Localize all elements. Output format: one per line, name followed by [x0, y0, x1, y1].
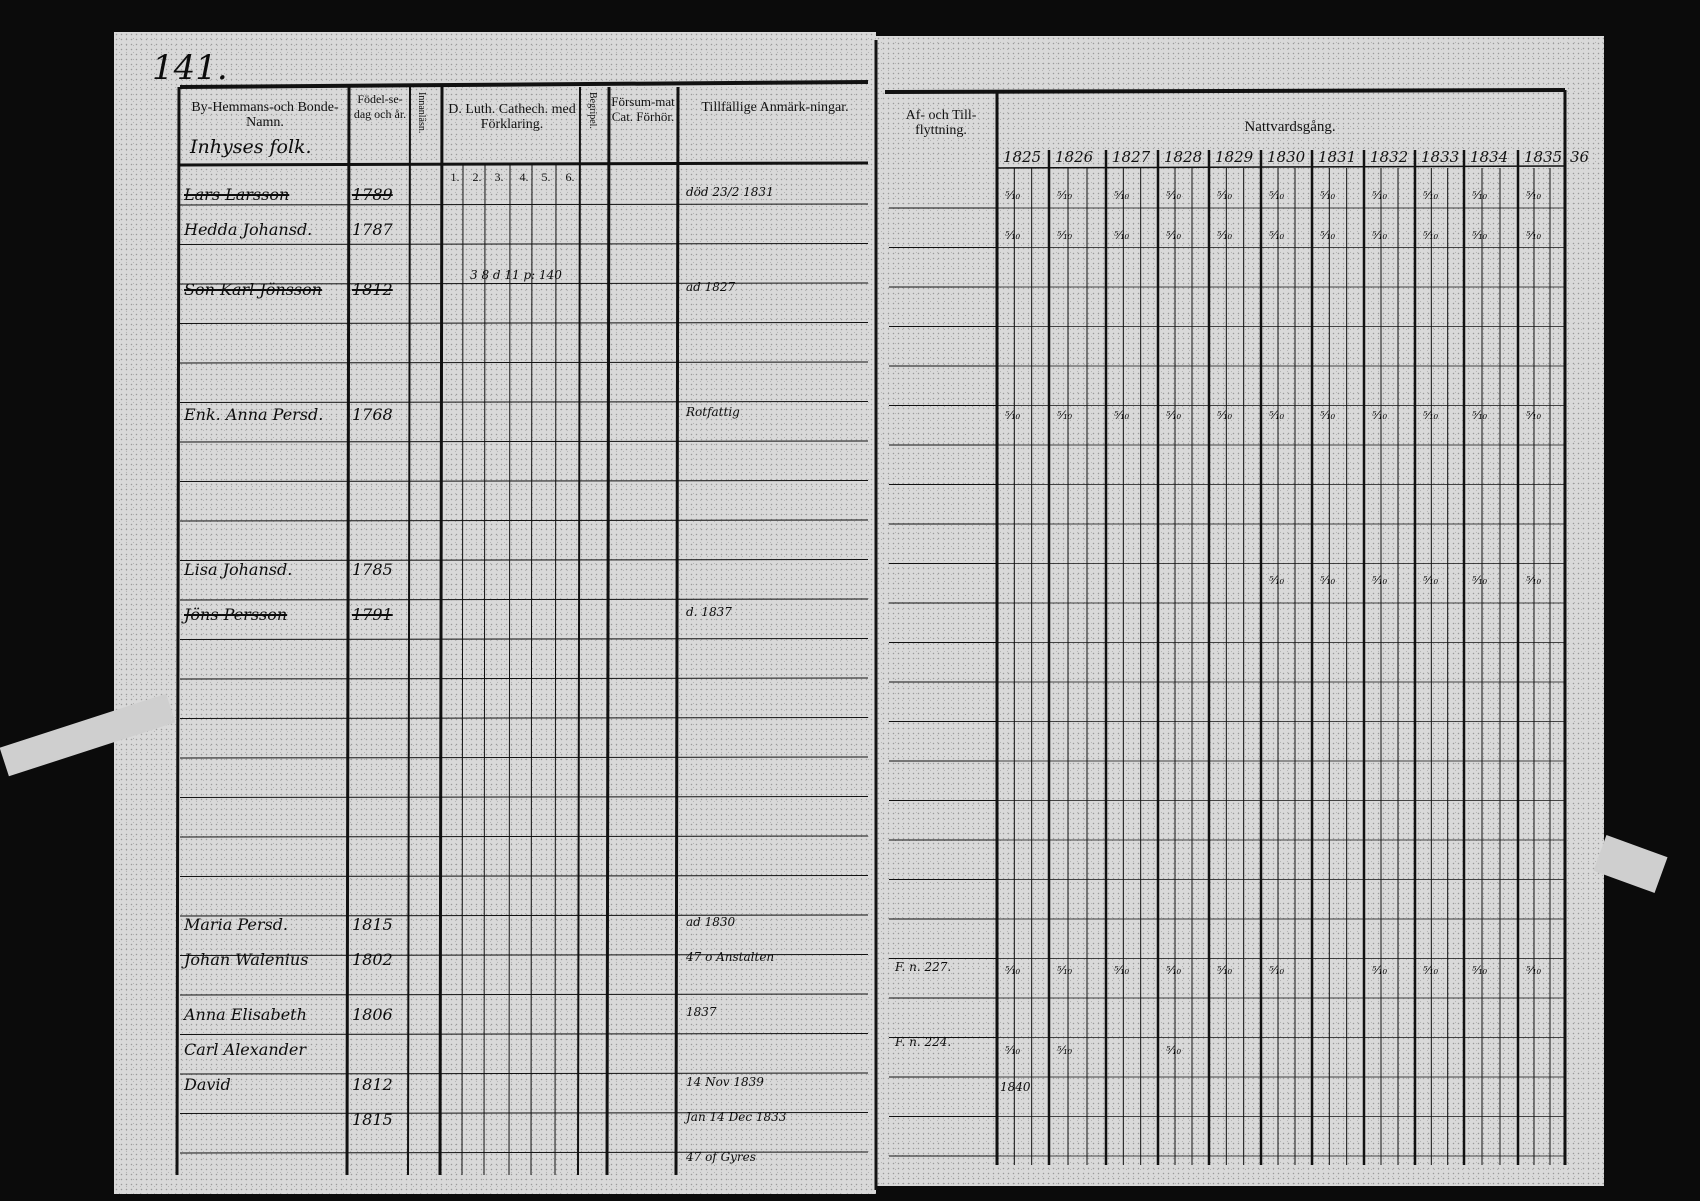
entry-remark: död 23/2 1831: [686, 185, 774, 199]
year-header: 1835: [1524, 148, 1563, 166]
entry-birth-year: 1785: [352, 560, 393, 579]
entry-name: Lisa Johansd.: [184, 560, 293, 579]
entry-name: David: [184, 1075, 231, 1094]
catechism-column-number: 6.: [565, 170, 575, 184]
entry-remark: d. 1837: [686, 605, 732, 619]
header-moves: Af- och Till-flyttning.: [905, 108, 977, 138]
header-communion: Nattvardsgång.: [1244, 119, 1336, 135]
entry-name: Son Karl Jönsson: [184, 280, 323, 299]
page-tab-right: [1593, 835, 1668, 893]
entry-remark: 47 of Gyres: [686, 1150, 756, 1164]
year-header: 1827: [1112, 148, 1151, 166]
entry-name: Anna Elisabeth: [184, 1005, 307, 1024]
entry-catechism-note: 3 8 d 11 p: 140: [470, 268, 562, 282]
header-remarks: Tillfällige Anmärk-ningar.: [701, 100, 849, 115]
entry-birth-year: 1815: [352, 915, 393, 934]
move-entry: F. n. 227.: [895, 960, 952, 974]
year-header: 1829: [1215, 148, 1254, 166]
year-header: 1831: [1318, 148, 1357, 166]
entry-remark: 14 Nov 1839: [686, 1075, 764, 1089]
header-birth: Födel-se-dag och år.: [353, 92, 407, 121]
entry-birth-year: 1787: [352, 220, 393, 239]
entry-name: Maria Persd.: [184, 915, 289, 934]
header-missed: Försum-mat Cat. Förhör.: [611, 94, 675, 124]
page-number: 141.: [152, 48, 228, 88]
entry-remark: ad 1830: [686, 915, 736, 929]
entry-remark: 47 o Anstalten: [686, 950, 775, 964]
entry-name: Enk. Anna Persd.: [184, 405, 324, 424]
entry-birth-year: 1802: [352, 950, 393, 969]
catechism-column-number: 2.: [472, 170, 482, 184]
year-header: 1826: [1055, 148, 1094, 166]
entry-name: Jöns Persson: [184, 605, 288, 624]
group-label: Inhyses folk.: [190, 136, 312, 158]
year-header: 1833: [1421, 148, 1460, 166]
entry-remark: Rotfattig: [686, 405, 740, 419]
catechism-column-number: 1.: [450, 170, 460, 184]
move-entry: 1840: [1000, 1080, 1031, 1094]
catechism-column-number: 3.: [494, 170, 504, 184]
entry-remark: ad 1827: [686, 280, 736, 294]
catechism-column-number: 4.: [519, 170, 529, 184]
entry-birth-year: 1806: [352, 1005, 393, 1024]
entry-birth-year: 1768: [352, 405, 393, 424]
year-header: 1830: [1267, 148, 1306, 166]
entry-birth-year: 1812: [352, 280, 393, 299]
year-header: 36: [1570, 148, 1590, 166]
header-catechism: D. Luth. Cathech. med Förklaring.: [448, 102, 576, 132]
left-page: [114, 32, 876, 1194]
header-name: By-Hemmans-och Bonde-Namn.: [191, 100, 339, 130]
catechism-column-number: 5.: [541, 170, 551, 184]
entry-birth-year: 1815: [352, 1110, 393, 1129]
entry-remark: Jan 14 Dec 1833: [686, 1110, 787, 1124]
entry-name: Lars Larsson: [184, 185, 290, 204]
entry-name: Johan Walenius: [184, 950, 309, 969]
right-page: [876, 36, 1604, 1186]
year-header: 1834: [1470, 148, 1509, 166]
entry-birth-year: 1791: [352, 605, 393, 624]
year-header: 1828: [1164, 148, 1203, 166]
entry-name: Hedda Johansd.: [184, 220, 313, 239]
entry-birth-year: 1812: [352, 1075, 393, 1094]
header-bible: Begripel.: [587, 92, 598, 129]
move-entry: F. n. 224.: [895, 1035, 952, 1049]
year-header: 1832: [1370, 148, 1409, 166]
entry-birth-year: 1789: [352, 185, 393, 204]
entry-name: Carl Alexander: [184, 1040, 306, 1059]
entry-remark: 1837: [686, 1005, 717, 1019]
header-reading: Innanläsn.: [416, 92, 427, 134]
year-header: 1825: [1003, 148, 1042, 166]
